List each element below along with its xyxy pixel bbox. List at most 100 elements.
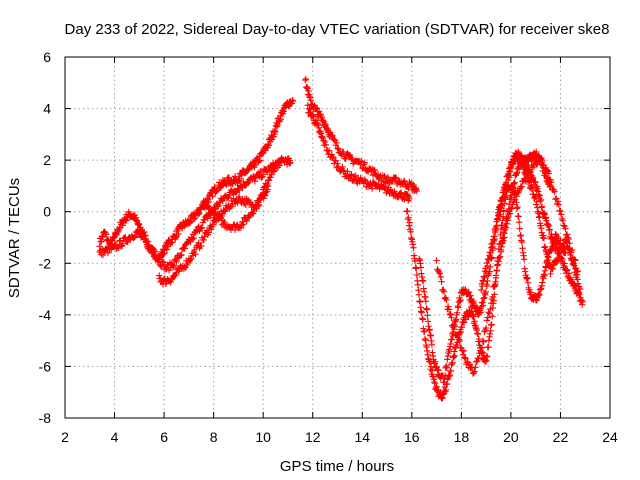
data-point <box>452 317 459 324</box>
data-point <box>444 303 452 310</box>
data-point <box>482 291 489 298</box>
data-point <box>427 332 435 340</box>
data-point <box>497 207 504 215</box>
y-tick-label: 6 <box>43 49 51 65</box>
data-point <box>255 157 262 165</box>
data-point <box>449 332 457 340</box>
data-point <box>368 185 376 192</box>
data-point <box>436 270 444 277</box>
data-point <box>541 243 549 250</box>
data-point <box>169 239 176 246</box>
data-point <box>426 326 433 333</box>
data-point <box>511 179 518 186</box>
data-point <box>119 240 127 248</box>
data-point <box>455 336 463 343</box>
y-tick-labels: -8 -6 -4 -2 0 2 4 6 <box>39 49 52 426</box>
data-point <box>155 256 163 263</box>
data-point <box>200 236 207 244</box>
data-point <box>328 131 335 139</box>
data-point <box>453 341 461 349</box>
data-point <box>164 243 172 250</box>
data-point <box>452 316 460 323</box>
data-point <box>485 343 492 351</box>
data-point <box>411 257 419 265</box>
data-point <box>563 231 571 238</box>
data-point <box>198 224 206 231</box>
series-track-9 <box>433 154 581 377</box>
data-point <box>143 238 150 245</box>
data-point <box>426 358 433 365</box>
data-point <box>305 87 312 95</box>
data-point <box>449 354 457 361</box>
data-point <box>465 288 472 296</box>
data-point <box>245 179 252 187</box>
data-point <box>415 291 423 298</box>
data-point <box>251 178 259 185</box>
data-point <box>503 179 510 186</box>
data-point <box>264 186 271 193</box>
data-point <box>471 368 478 375</box>
data-point <box>550 243 557 250</box>
data-point <box>435 367 442 374</box>
data-point <box>546 183 554 191</box>
data-point <box>342 155 349 163</box>
data-point <box>460 347 468 355</box>
data-point <box>323 123 330 131</box>
data-point <box>494 261 501 268</box>
data-point <box>484 314 491 321</box>
data-point <box>534 185 541 192</box>
data-point <box>134 227 141 235</box>
data-point <box>487 249 494 256</box>
data-point <box>242 201 250 209</box>
data-point <box>428 337 435 345</box>
data-point <box>265 142 272 149</box>
data-point <box>287 159 294 166</box>
data-point <box>524 157 531 164</box>
data-point <box>554 246 562 254</box>
data-point <box>231 173 239 180</box>
data-point <box>98 238 105 245</box>
data-point <box>326 147 333 154</box>
data-point <box>289 97 297 105</box>
data-point <box>540 164 547 171</box>
data-point <box>542 170 549 177</box>
x-tick-label: 14 <box>354 429 370 445</box>
data-point <box>405 184 412 192</box>
data-point <box>574 276 581 283</box>
data-point <box>475 335 483 343</box>
data-point <box>421 335 429 343</box>
data-point <box>545 176 553 184</box>
data-point <box>537 196 545 204</box>
data-point <box>546 226 553 233</box>
data-point <box>553 195 560 202</box>
data-point <box>502 191 509 199</box>
data-point <box>419 315 426 322</box>
data-point <box>483 259 490 267</box>
y-tick-label: -2 <box>39 255 52 271</box>
data-point <box>272 128 279 136</box>
data-point <box>405 214 412 221</box>
data-point <box>482 324 490 332</box>
data-point <box>501 230 508 237</box>
data-point <box>477 286 485 294</box>
data-point <box>408 234 415 242</box>
data-point <box>401 177 408 185</box>
data-point <box>562 225 569 232</box>
data-point <box>536 192 544 199</box>
data-point <box>329 153 336 161</box>
data-point <box>416 298 424 306</box>
data-point <box>501 194 509 201</box>
data-point <box>429 373 436 380</box>
data-point <box>439 394 446 402</box>
data-point <box>259 171 267 178</box>
data-point <box>447 367 455 374</box>
data-point <box>500 237 507 244</box>
data-point <box>219 197 226 205</box>
x-tick-label: 24 <box>602 429 618 445</box>
data-point <box>205 204 212 211</box>
data-point <box>542 264 550 271</box>
data-point <box>500 228 507 236</box>
data-point <box>155 272 163 279</box>
y-tick-label: -6 <box>39 358 52 374</box>
